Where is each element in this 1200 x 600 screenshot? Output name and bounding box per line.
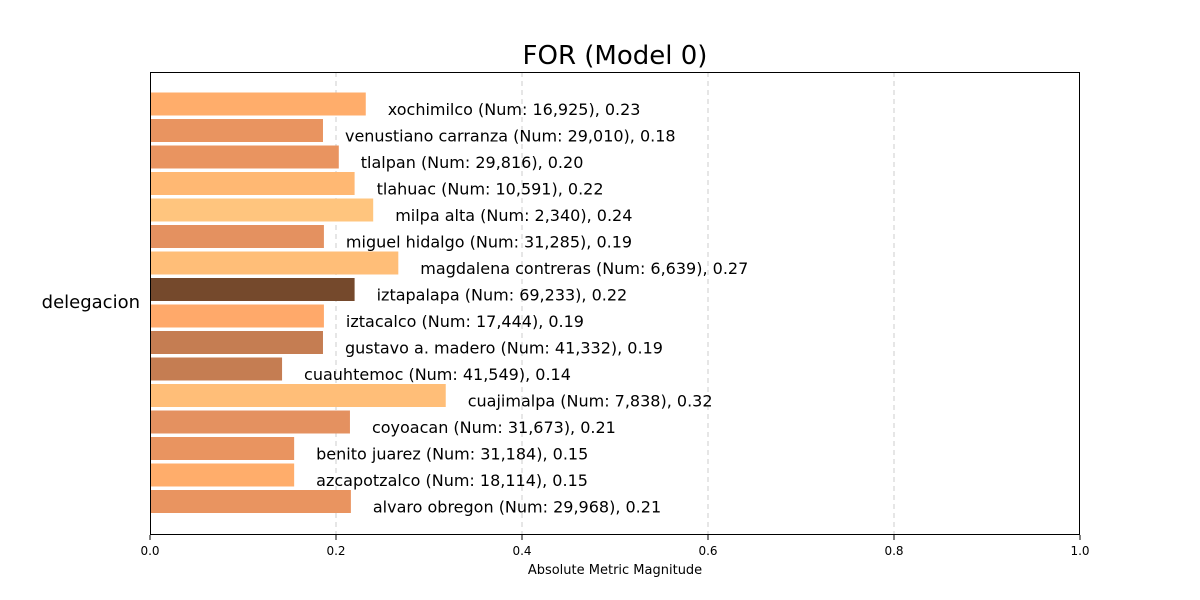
bar — [150, 463, 295, 487]
bar-label: miguel hidalgo (Num: 31,285), 0.19 — [346, 233, 632, 252]
bar — [150, 304, 324, 328]
plot-frame — [150, 72, 1080, 535]
bar — [150, 437, 295, 460]
x-tick-label: 0.2 — [326, 544, 345, 558]
x-tick-label: 0.4 — [512, 544, 531, 558]
x-tick-label: 0.0 — [140, 544, 159, 558]
bar-label: magdalena contreras (Num: 6,639), 0.27 — [420, 259, 748, 278]
bar-label: cuajimalpa (Num: 7,838), 0.32 — [468, 392, 713, 411]
bar-label: gustavo a. madero (Num: 41,332), 0.19 — [345, 339, 663, 358]
x-axis-ticks: 0.0 0.2 0.4 0.6 0.8 1.0 — [140, 535, 1090, 558]
bar-label: iztapalapa (Num: 69,233), 0.22 — [377, 286, 628, 305]
bar-label: milpa alta (Num: 2,340), 0.24 — [395, 206, 632, 225]
bar-label: cuauhtemoc (Num: 41,549), 0.14 — [304, 365, 571, 384]
bar — [150, 225, 324, 248]
bar — [150, 145, 339, 169]
bars — [150, 92, 446, 513]
x-tick-label: 0.8 — [884, 544, 903, 558]
x-tick-label: 1.0 — [1070, 544, 1089, 558]
bar-labels: xochimilco (Num: 16,925), 0.23 venustiano… — [304, 100, 748, 517]
bar-label: coyoacan (Num: 31,673), 0.21 — [372, 418, 616, 437]
bar — [150, 251, 399, 275]
bar — [150, 278, 355, 301]
bar — [150, 92, 366, 116]
bar-label: tlahuac (Num: 10,591), 0.22 — [377, 180, 604, 199]
chart-title: FOR (Model 0) — [523, 41, 708, 71]
x-tick-label: 0.6 — [698, 544, 717, 558]
x-axis-label: Absolute Metric Magnitude — [528, 563, 702, 578]
bar-label: alvaro obregon (Num: 29,968), 0.21 — [373, 498, 661, 517]
bar-label: tlalpan (Num: 29,816), 0.20 — [361, 153, 584, 172]
bar — [150, 490, 351, 513]
bar — [150, 331, 323, 354]
bar — [150, 384, 446, 407]
bar — [150, 357, 283, 381]
bar — [150, 198, 374, 222]
bar-label: venustiano carranza (Num: 29,010), 0.18 — [345, 127, 676, 146]
bar-label: xochimilco (Num: 16,925), 0.23 — [388, 100, 641, 119]
bar-label: azcapotzalco (Num: 18,114), 0.15 — [316, 471, 588, 490]
bar — [150, 172, 355, 195]
bar — [150, 410, 350, 434]
bar — [150, 119, 323, 142]
y-axis-group-label: delegacion — [42, 292, 140, 313]
bar-label: benito juarez (Num: 31,184), 0.15 — [316, 445, 588, 464]
bar-label: iztacalco (Num: 17,444), 0.19 — [346, 312, 584, 331]
